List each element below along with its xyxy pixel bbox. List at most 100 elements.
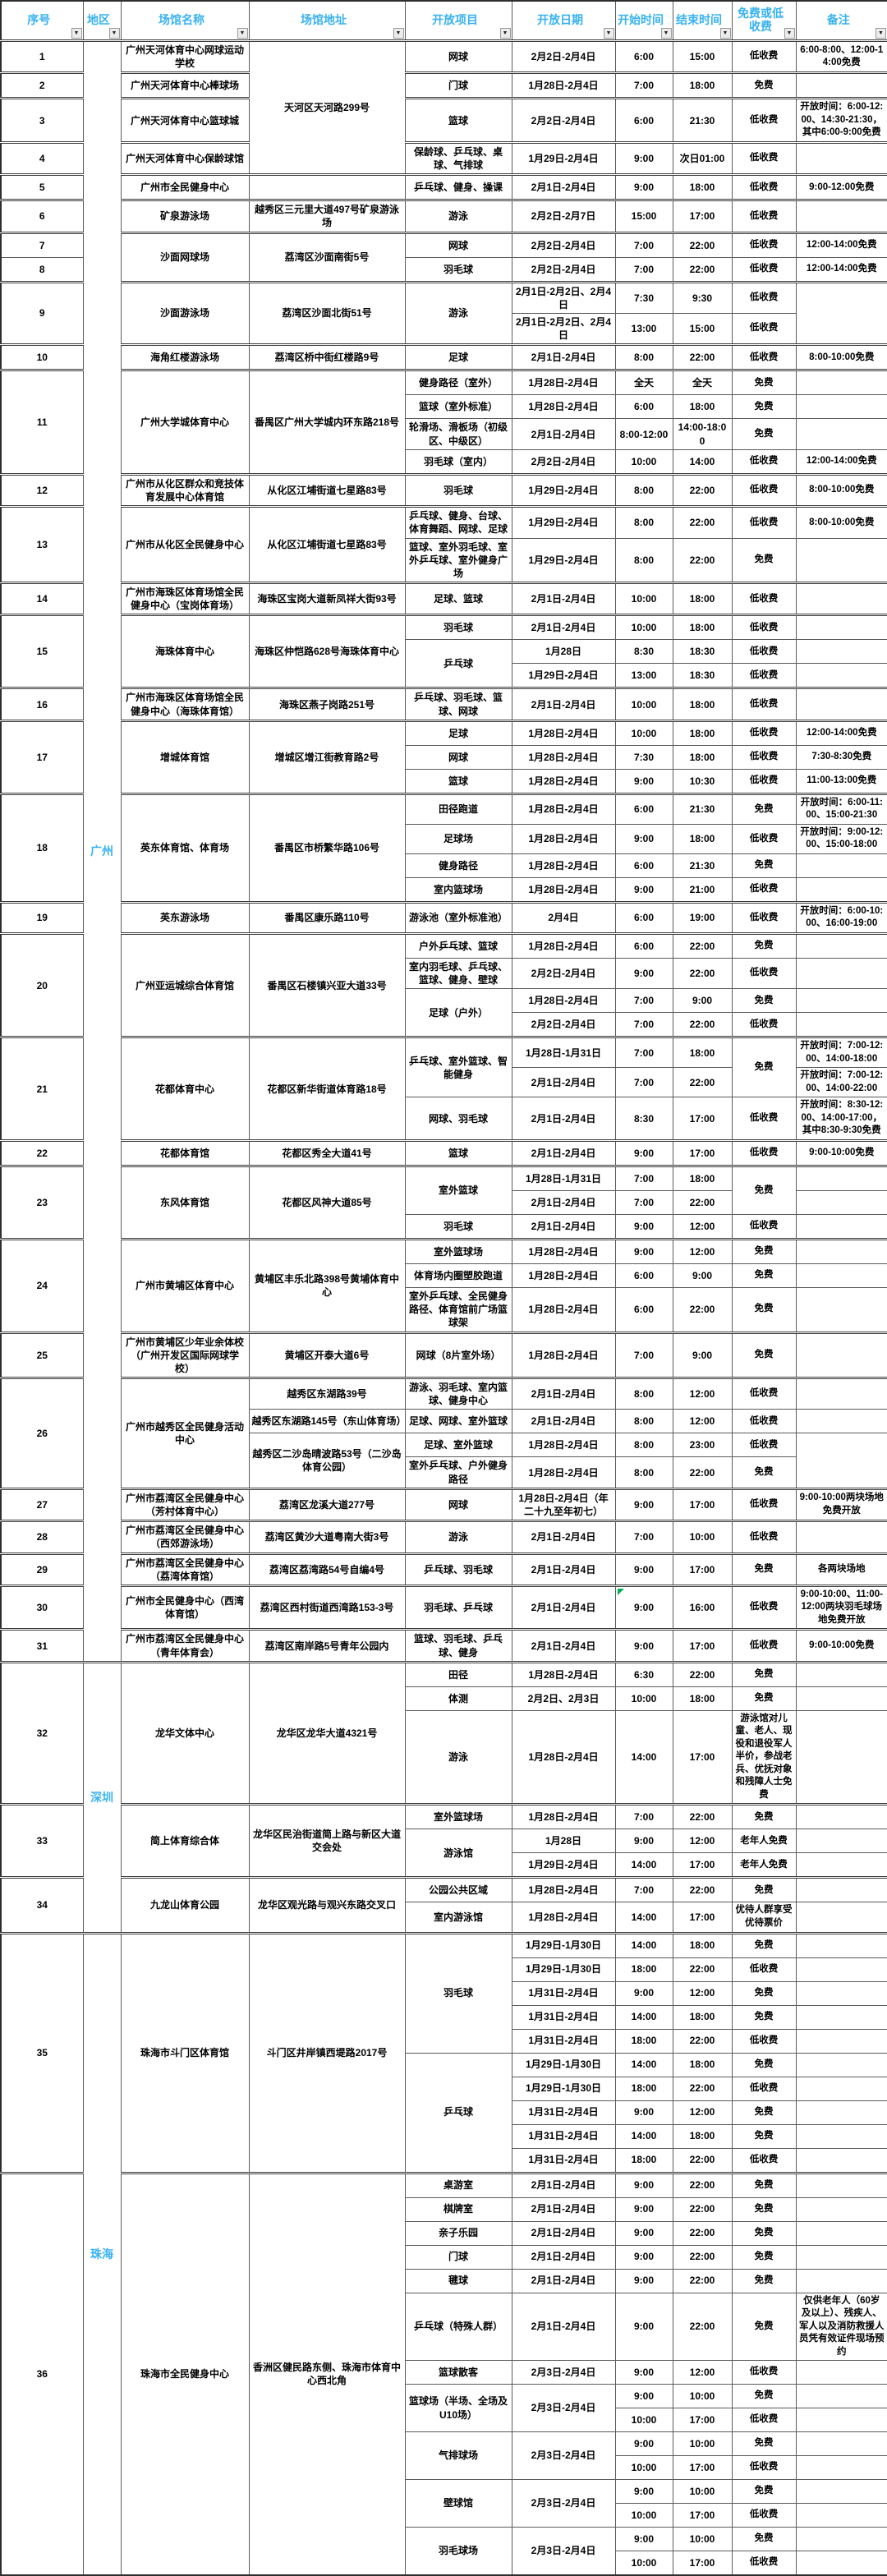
project-cell: 室外乒乓球、全民健身路径、体育馆前广场篮球架 (404, 1286, 512, 1333)
table-row: 室外乒乓球、全民健身路径、体育馆前广场篮球架 1月28日-2月4日 6:00 22:0… (1, 1286, 887, 1333)
project-cell: 羽毛球 (404, 256, 512, 283)
start-time-cell: 9:00 (614, 1552, 673, 1586)
filter-dropdown-button[interactable]: ▼ (784, 28, 795, 39)
fee-cell: 免费 (731, 1286, 797, 1333)
fee-cell: 免费 (731, 2384, 797, 2409)
remark-cell (795, 1263, 887, 1288)
region-cell: 珠海 (82, 1931, 122, 2576)
remark-cell (795, 2147, 887, 2174)
end-time-cell: 18:00 (672, 394, 733, 420)
date-cell: 1月28日 (511, 1828, 616, 1854)
venue-name-cell: 广州市全民健身中心 (120, 173, 250, 201)
remark-cell (795, 1164, 887, 1191)
fee-cell: 免费 (731, 988, 797, 1014)
end-time-cell: 18:00 (672, 71, 733, 99)
venue-address-cell: 花都区秀全大道41号 (248, 1138, 406, 1166)
table-header: 序号 ▼ 地区 ▼ 场馆名称 ▼ 场馆地址 ▼ 开放项目 ▼ 开放日期 ▼ 开始时间 ▼ 结束时间 ▼ 免费或低… (0, 0, 887, 42)
venue-address-cell: 越秀区三元里大道497号矿泉游泳场 (248, 199, 406, 233)
table-row: 8 羽毛球 2月2日-2月4日 7:00 22:00 低收费 12:00-14:00免费 (0, 256, 887, 283)
filter-dropdown-button[interactable]: ▼ (499, 28, 511, 39)
start-time-cell: 6:00 (614, 1286, 673, 1333)
table-row: 2 广州天河体育中心棒球场 门球 1月28日-2月4日 7:00 18:00 免费 (0, 71, 887, 99)
start-time-cell: 14:00 (614, 1709, 673, 1806)
filter-dropdown-button[interactable]: ▼ (71, 28, 82, 39)
start-time-cell: 8:00 (614, 472, 673, 508)
fee-cell: 免费 (731, 792, 797, 825)
serial-cell: 4 (0, 140, 84, 176)
venue-address-cell: 斗门区井岸镇西堤路2017号 (248, 1931, 406, 2174)
table-row: 27 广州市荔湾区全民健身中心（芳村体育中心） 荔湾区龙溪大道277号 网球 1月28日… (0, 1487, 887, 1522)
table-row: 足球（户外） 1月28日-2月4日 7:00 9:00 免费 (1, 988, 887, 1038)
fee-cell: 低收费 (731, 1957, 797, 1982)
filter-dropdown-button[interactable]: ▼ (719, 28, 731, 39)
serial-cell: 7 (0, 231, 84, 258)
date-cell: 1月29日-2月4日 (511, 537, 616, 584)
venue-name-cell: 广州市黄埔区体育中心 (120, 1237, 250, 1333)
project-cell: 游泳 (404, 199, 512, 233)
project-cell: 轮滑场、滑板场（初级区、中级区） (404, 418, 512, 450)
project-cell: 保龄球、乒乓球、桌球、气排球 (404, 140, 512, 176)
start-time-cell: 9:00 (614, 2196, 673, 2222)
table-row: 9 沙面游泳场 荔湾区沙面北街51号 游泳 2月1日-2月2日、2月4日 7:30 9:30… (0, 280, 887, 346)
start-time-cell: 9:00 (614, 1487, 673, 1522)
fee-cell: 低收费 (731, 2360, 797, 2385)
project-cell: 体育场内圈塑胶跑道 (404, 1263, 512, 1288)
filter-dropdown-button[interactable]: ▼ (876, 28, 886, 39)
table-row: 34 九龙山体育公园 龙华区观光路与观兴东路交叉口 公园公共区域 1月28日-2月4日 7… (0, 1876, 887, 1934)
date-cell: 2月2日、2月3日 (511, 1686, 616, 1711)
date-cell: 2月2日-2月4日 (511, 448, 616, 475)
venue-name-cell: 广州亚运城综合体育馆 (120, 932, 250, 1038)
fee-cell: 老年人免费 (731, 1852, 797, 1879)
fee-cell: 低收费 (731, 39, 797, 74)
date-cell: 1月29日-1月30日 (511, 1931, 616, 1958)
end-time-cell: 10:30 (672, 768, 733, 794)
venue-address-cell: 黄埔区开泰大道6号 (248, 1331, 406, 1379)
start-time-cell: 9:00 (614, 2292, 673, 2362)
fee-cell: 低收费 (731, 256, 797, 283)
start-time-cell: 8:00 (614, 505, 673, 539)
end-time-cell: 22:00 (672, 1876, 733, 1903)
venue-address-cell: 荔湾区沙面南街5号 (248, 231, 406, 283)
fee-cell: 低收费 (731, 1433, 797, 1458)
region-cell: 广州 (82, 39, 122, 1663)
venue-address-cell: 荔湾区荔湾路54号自编4号 (248, 1552, 406, 1586)
filter-dropdown-button[interactable]: ▼ (660, 28, 672, 39)
start-time-cell: 10:00 (614, 448, 673, 475)
serial-cell: 1 (0, 39, 84, 74)
end-time-cell: 12:00 (672, 1377, 733, 1410)
date-cell: 1月28日-2月4日 (511, 1709, 616, 1806)
start-time-cell: 9:00 (614, 2171, 673, 2198)
fee-cell: 低收费 (731, 2028, 797, 2054)
venue-address-cell: 从化区江埔街道七星路83号 (248, 505, 406, 584)
project-cell: 乒乓球、羽毛球、篮球、网球 (404, 687, 512, 721)
fee-cell: 免费 (731, 2171, 797, 2198)
end-time-cell: 14:00 (672, 448, 733, 475)
start-time-cell: 14:00 (614, 2123, 673, 2149)
serial-cell: 3 (0, 97, 84, 143)
start-time-cell: 6:00 (614, 97, 673, 143)
column-header-2: 场馆名称 ▼ (120, 0, 250, 42)
serial-cell: 34 (0, 1876, 84, 1934)
filter-dropdown-button[interactable]: ▼ (237, 28, 248, 39)
fee-cell: 低收费 (731, 505, 797, 539)
filter-dropdown-button[interactable]: ▼ (108, 28, 120, 39)
fee-cell: 低收费 (731, 1213, 797, 1240)
filter-dropdown-button[interactable]: ▼ (393, 28, 404, 39)
date-cell: 2月1日-2月4日 (511, 1213, 616, 1240)
filter-dropdown-button[interactable]: ▼ (603, 28, 614, 39)
fee-cell: 低收费 (731, 472, 797, 508)
serial-cell: 5 (0, 173, 84, 201)
fee-cell: 免费 (731, 1686, 797, 1711)
project-cell: 羽毛球 (404, 472, 512, 508)
fee-cell: 低收费 (731, 140, 797, 176)
date-cell: 2月1日-2月4日 (511, 1377, 616, 1410)
venue-name-cell: 广州天河体育中心棒球场 (120, 71, 250, 99)
start-time-cell: 7:00 (614, 256, 673, 283)
project-cell: 门球 (404, 71, 512, 99)
fee-cell: 免费 (731, 2220, 797, 2246)
project-cell: 棋牌室 (404, 2196, 512, 2222)
table-row: 轮滑场、滑板场（初级区、中级区） 2月1日-2月4日 8:00-12:00 14:00… (1, 418, 887, 450)
start-time-cell: 7:30 (614, 280, 673, 315)
remark-cell: 开放时间：7:00-12:00、14:00-18:00 (795, 1036, 887, 1069)
fee-cell: 低收费 (731, 1012, 797, 1038)
